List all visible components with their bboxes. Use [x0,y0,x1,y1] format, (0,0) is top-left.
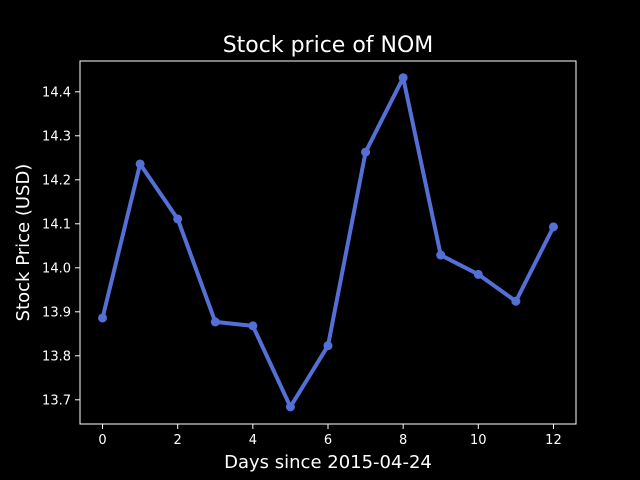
series-line [100,75,556,409]
data-point [361,147,371,157]
y-tick-label: 13.9 [42,305,71,320]
x-tick-label: 10 [470,433,487,448]
x-tick-label: 4 [249,433,257,448]
y-tick-label: 13.8 [42,349,71,364]
x-tick-label: 12 [545,433,562,448]
y-axis-label: Stock Price (USD) [13,164,34,322]
y-tick-label: 14.0 [42,261,71,276]
data-point [398,73,408,83]
data-point [285,402,295,412]
y-tick-label: 14.2 [42,173,71,188]
y-tick-label: 14.1 [42,217,71,232]
data-point [248,321,258,331]
data-point [548,222,558,232]
data-point [210,317,220,327]
data-point [473,269,483,279]
x-tick-label: 0 [98,433,106,448]
y-tick-label: 14.4 [42,85,71,100]
data-point [173,214,183,224]
data-point [98,313,108,323]
y-axis: 13.7 13.8 13.9 14.0 14.1 14.2 14.3 14.4 [42,85,80,408]
chart-title: Stock price of NOM [223,33,434,58]
y-tick-label: 14.3 [42,129,71,144]
y-tick-label: 13.7 [42,393,71,408]
data-point [135,159,145,169]
x-tick-label: 6 [324,433,332,448]
data-points [98,73,558,412]
data-point [323,341,333,351]
x-axis: 0 2 4 6 8 10 12 [98,424,562,448]
data-point [511,296,521,306]
x-axis-label: Days since 2015-04-24 [224,452,432,473]
data-point [436,250,446,260]
x-tick-label: 2 [174,433,182,448]
plot-frame [79,60,577,425]
x-tick-label: 8 [399,433,407,448]
